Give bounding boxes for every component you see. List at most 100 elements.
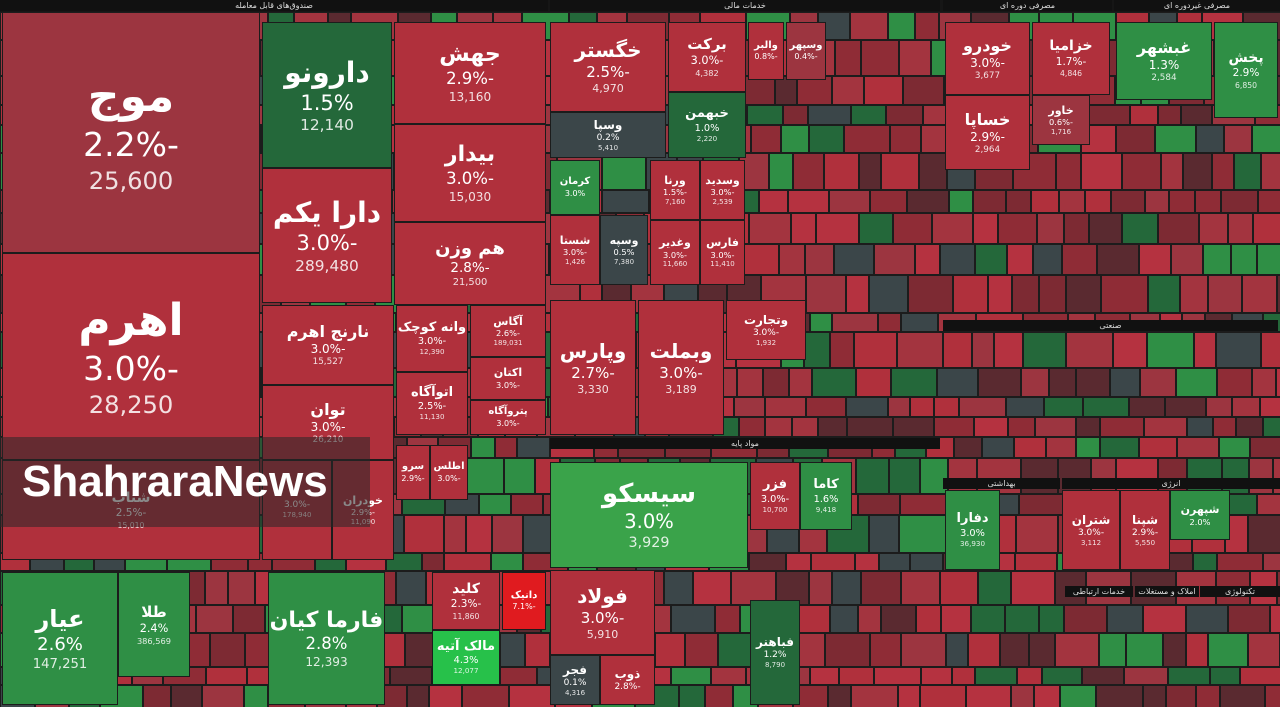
small-tile bbox=[975, 667, 1017, 685]
tile-change: 2.4% bbox=[139, 621, 169, 635]
tile-name: نارنج اهرم bbox=[286, 322, 370, 341]
small-tile bbox=[1015, 553, 1057, 571]
small-tile bbox=[825, 633, 870, 667]
small-tile bbox=[952, 667, 975, 685]
small-tile bbox=[1100, 437, 1139, 458]
small-tile bbox=[829, 190, 870, 213]
small-tile bbox=[763, 368, 789, 397]
small-tile bbox=[1195, 190, 1221, 213]
tile-change: -3.0% bbox=[1077, 527, 1105, 538]
small-tile bbox=[1116, 125, 1155, 153]
small-tile bbox=[971, 605, 1005, 633]
tile-name: شتران bbox=[1071, 512, 1111, 527]
stock-tile: وبملت -3.0% 3,189 bbox=[638, 300, 724, 435]
small-tile bbox=[949, 190, 973, 213]
small-tile bbox=[806, 397, 846, 417]
small-tile bbox=[1270, 605, 1280, 633]
small-tile bbox=[816, 213, 859, 244]
small-tile bbox=[864, 76, 903, 105]
tile-name: غبشهر bbox=[1136, 38, 1192, 57]
tile-name: اتوآگاه bbox=[410, 384, 454, 400]
small-tile bbox=[1261, 153, 1280, 190]
tile-name: وانه کوچک bbox=[397, 319, 467, 335]
small-tile bbox=[893, 213, 932, 244]
small-tile bbox=[834, 244, 874, 275]
small-tile bbox=[525, 633, 550, 667]
small-tile bbox=[891, 368, 937, 397]
small-tile bbox=[466, 458, 504, 494]
tile-change: -3.0% bbox=[417, 336, 447, 348]
small-tile bbox=[1199, 213, 1228, 244]
small-tile bbox=[1076, 437, 1100, 458]
tile-change: -0.8% bbox=[754, 52, 778, 62]
stock-tile: شپنا -2.9% 5,550 bbox=[1120, 490, 1170, 570]
small-tile bbox=[386, 553, 422, 571]
tile-volume: 4,316 bbox=[564, 688, 586, 697]
small-tile bbox=[1017, 667, 1042, 685]
tile-name: کرمان bbox=[559, 176, 591, 188]
tile-name: وبملت bbox=[649, 338, 713, 363]
small-tile bbox=[1248, 633, 1280, 667]
small-tile bbox=[390, 667, 432, 685]
tile-change: -2.9% bbox=[446, 68, 494, 88]
stock-tile: دارا یکم -3.0% 289,480 bbox=[262, 168, 392, 303]
tile-change: 0.5% bbox=[613, 247, 635, 258]
stock-tile: کرمان 3.0% bbox=[550, 160, 600, 215]
tile-name: وپارس bbox=[559, 338, 627, 363]
tile-volume: 12,393 bbox=[305, 655, 348, 669]
tile-name: خودرو bbox=[963, 35, 1012, 55]
tile-change: 1.5% bbox=[300, 90, 354, 115]
small-tile bbox=[888, 12, 915, 40]
stock-tile: اکتان -3.0% bbox=[470, 357, 546, 400]
stock-tile: ورنا -1.5% 7,160 bbox=[650, 160, 700, 220]
tile-change: -2.9% bbox=[401, 473, 425, 483]
small-tile bbox=[828, 685, 851, 707]
small-tile bbox=[1122, 213, 1158, 244]
small-tile bbox=[901, 571, 940, 605]
small-tile bbox=[1219, 437, 1250, 458]
tile-name: موج bbox=[87, 71, 175, 123]
small-tile bbox=[1203, 244, 1231, 275]
tile-change: 4.3% bbox=[453, 655, 479, 667]
small-tile bbox=[973, 213, 998, 244]
small-tile bbox=[171, 685, 202, 707]
small-tile bbox=[743, 244, 779, 275]
small-tile bbox=[1193, 553, 1217, 571]
small-tile bbox=[1208, 275, 1242, 313]
small-tile bbox=[1044, 397, 1083, 417]
stock-tile: بیدار -3.0% 15,030 bbox=[394, 124, 546, 222]
tile-volume: 1,716 bbox=[1050, 127, 1072, 136]
small-tile bbox=[1031, 190, 1059, 213]
stock-tile: غبشهر 1.3% 2,584 bbox=[1116, 22, 1212, 100]
small-tile bbox=[804, 332, 830, 368]
small-tile bbox=[711, 667, 746, 685]
tile-name: والبر bbox=[754, 39, 778, 51]
tile-change: -2.8% bbox=[450, 260, 490, 277]
tile-name: هم وزن bbox=[435, 237, 505, 259]
tile-volume: 4,970 bbox=[592, 82, 624, 95]
tile-change: 2.6% bbox=[37, 634, 83, 655]
tile-volume: 11,860 bbox=[452, 611, 480, 621]
small-tile bbox=[1161, 153, 1183, 190]
small-tile bbox=[953, 275, 988, 313]
small-tile bbox=[1240, 667, 1280, 685]
tile-change: -0.4% bbox=[794, 52, 818, 62]
tile-change: -3.0% bbox=[563, 247, 587, 258]
small-tile bbox=[749, 213, 791, 244]
tile-volume: 2,964 bbox=[974, 144, 1001, 155]
stock-tile: وسدید -3.0% 2,539 bbox=[700, 160, 745, 220]
small-tile bbox=[809, 571, 832, 605]
small-tile bbox=[994, 332, 1023, 368]
small-tile bbox=[886, 105, 923, 125]
tile-change: -3.0% bbox=[296, 231, 358, 256]
small-tile bbox=[973, 190, 1006, 213]
small-tile bbox=[1216, 332, 1261, 368]
tile-volume: 3,189 bbox=[665, 382, 697, 396]
small-tile bbox=[861, 571, 901, 605]
stock-tile: وسپه 0.5% 7,380 bbox=[600, 215, 648, 285]
small-tile bbox=[1111, 190, 1145, 213]
tile-name: پتروآگاه bbox=[488, 406, 528, 418]
small-tile bbox=[1260, 397, 1280, 417]
small-tile bbox=[1064, 213, 1089, 244]
tile-volume: 15,030 bbox=[448, 189, 492, 204]
